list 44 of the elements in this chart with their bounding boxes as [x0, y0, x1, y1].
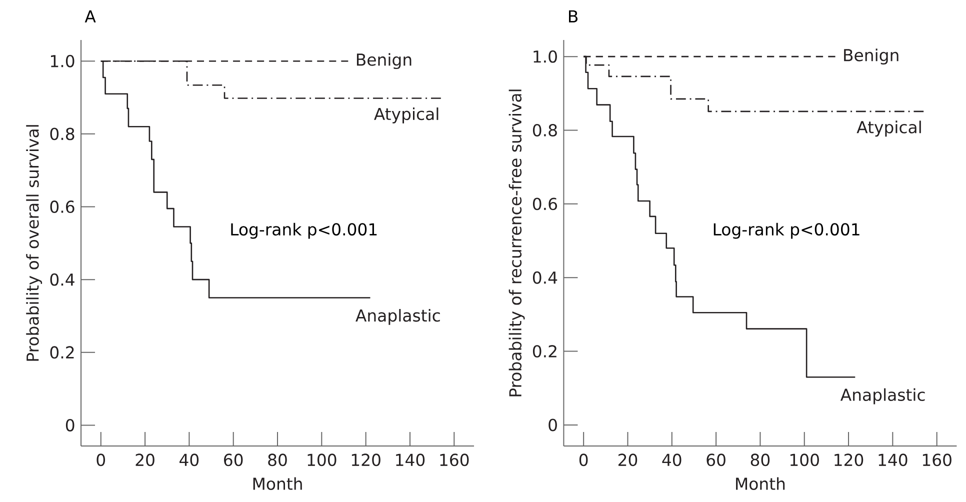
y-tick-label: 0.6 [50, 200, 74, 213]
x-axis-title: Month [736, 477, 785, 490]
x-tick-label: 0 [96, 454, 106, 466]
series-label: Atypical [856, 120, 921, 137]
y-axis-title: Probability of overall survival [26, 125, 42, 361]
series-label: Benign [844, 48, 898, 65]
x-axis-title: Month [253, 477, 302, 490]
annotation: Log-rank p<0.001 [231, 222, 377, 239]
x-tick-label: 160 [440, 454, 469, 466]
y-tick-label: 0.2 [532, 345, 556, 358]
x-tick-label: 140 [396, 454, 425, 466]
chart-title: B [568, 10, 578, 22]
x-tick-label: 40 [180, 454, 199, 466]
series-label: Benign [356, 53, 412, 70]
chart-title: A [84, 10, 96, 22]
y-axis-title: Probability of recurrence-free survival [508, 90, 525, 396]
y-tick-label: 0.6 [532, 198, 557, 210]
annotation: Log-rank p<0.001 [714, 222, 860, 239]
y-tick-label: 1.0 [51, 54, 74, 68]
x-tick-label: 60 [224, 454, 243, 466]
y-tick-label: 0.8 [532, 124, 557, 136]
x-tick-label: 100 [308, 454, 336, 466]
x-tick-label: 80 [268, 454, 287, 466]
y-tick-label: 0 [66, 419, 74, 432]
series-label: Anaplastic [840, 388, 925, 404]
y-tick-label: 1.0 [534, 50, 557, 63]
x-tick-label: 0 [579, 454, 588, 466]
y-tick-label: 0.4 [532, 271, 558, 284]
x-tick-label: 160 [922, 454, 952, 466]
x-tick-label: 40 [662, 454, 682, 466]
x-tick-label: 20 [136, 454, 154, 466]
x-tick-label: 100 [790, 454, 819, 466]
series-label: Atypical [374, 107, 438, 124]
x-tick-label: 20 [618, 454, 638, 466]
y-tick-label: 0.8 [50, 128, 74, 140]
series-label: Anaplastic [356, 308, 440, 325]
x-tick-label: 60 [706, 454, 726, 466]
y-tick-label: 0.4 [50, 273, 74, 286]
x-tick-label: 120 [834, 454, 864, 466]
x-tick-label: 80 [750, 454, 770, 466]
y-tick-label: 0 [548, 418, 557, 432]
x-tick-label: 140 [878, 454, 908, 466]
y-tick-label: 0.2 [50, 346, 74, 359]
x-tick-label: 120 [352, 454, 380, 466]
